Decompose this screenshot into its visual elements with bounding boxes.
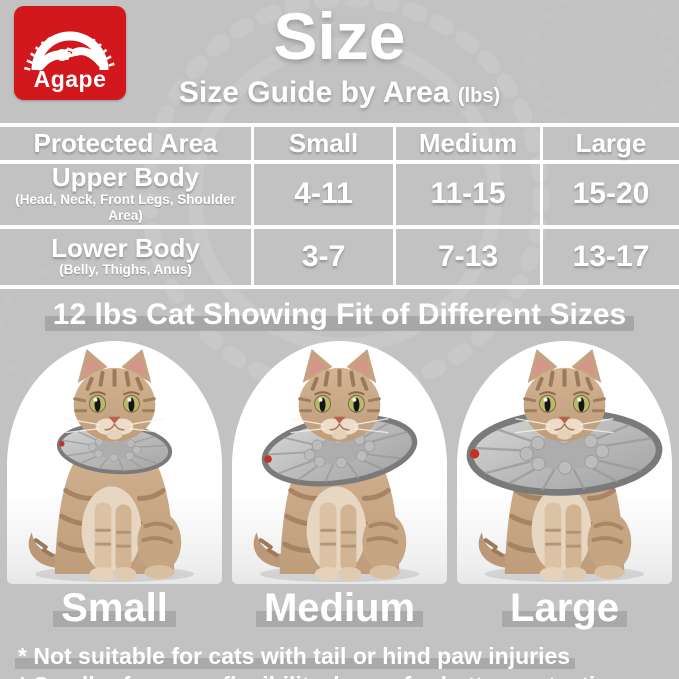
value-lower-medium: 7-13 — [393, 228, 540, 285]
logo-sunray-arc — [24, 32, 116, 71]
brand-name: Agape — [33, 66, 107, 92]
brand-logo-art — [24, 31, 116, 71]
cat-illustration-large-cone — [457, 346, 672, 584]
table-header-row: Protected Area Small Medium Large — [0, 126, 679, 164]
size-label-large: Large — [502, 585, 627, 630]
cat-photo-small — [7, 340, 222, 584]
logo-paw-and-hand-icon — [35, 47, 105, 71]
size-card-large: Large — [457, 340, 672, 634]
fit-section-heading: 12 lbs Cat Showing Fit of Different Size… — [0, 298, 679, 332]
logo-arch — [31, 31, 109, 71]
cat-illustration-small-cone — [7, 346, 222, 584]
col-header-protected-area: Protected Area — [33, 127, 218, 158]
brand-logo: Agape — [14, 6, 126, 100]
area-cell: Lower Body (Belly, Thighs, Anus) — [0, 229, 251, 285]
page-title: Size — [273, 0, 406, 73]
area-detail: (Belly, Thighs, Anus) — [59, 262, 192, 278]
size-label-medium: Medium — [255, 585, 424, 630]
table-row-lower-body: Lower Body (Belly, Thighs, Anus) 3-7 7-1… — [0, 228, 679, 289]
footnotes: * Not suitable for cats with tail or hin… — [0, 634, 679, 679]
value-lower-small: 3-7 — [251, 228, 393, 285]
fit-photo-row: Small Medium Large — [0, 340, 679, 634]
col-header-large: Large — [540, 126, 679, 160]
area-cell: Upper Body (Head, Neck, Front Legs, Shou… — [0, 162, 251, 225]
value-upper-small: 4-11 — [251, 163, 393, 225]
subtitle-unit: (lbs) — [457, 84, 501, 107]
subtitle-text: Size Guide by Area — [178, 75, 450, 109]
area-name: Lower Body — [51, 232, 200, 263]
fit-heading-text: 12 lbs Cat Showing Fit of Different Size… — [44, 297, 635, 331]
value-lower-large: 13-17 — [540, 228, 679, 285]
size-card-small: Small — [7, 340, 222, 634]
footnote-injuries: * Not suitable for cats with tail or hin… — [14, 642, 576, 670]
size-table: Protected Area Small Medium Large Upper … — [0, 122, 679, 289]
size-card-medium: Medium — [232, 340, 447, 634]
value-upper-medium: 11-15 — [393, 163, 540, 225]
page-subtitle: Size Guide by Area (lbs) — [0, 76, 679, 110]
cat-illustration-medium-cone — [232, 346, 447, 584]
footnote-flexibility: * Smaller for more flexibility, larger f… — [18, 672, 679, 679]
value-upper-large: 15-20 — [540, 163, 679, 225]
cat-photo-medium — [232, 340, 447, 584]
col-header-small: Small — [251, 126, 393, 160]
size-label-small: Small — [53, 585, 176, 630]
col-header-medium: Medium — [393, 126, 540, 160]
cat-photo-large — [457, 340, 672, 584]
area-detail: (Head, Neck, Front Legs, Shoulder Area) — [15, 191, 236, 223]
area-name: Upper Body — [51, 162, 200, 193]
table-row-upper-body: Upper Body (Head, Neck, Front Legs, Shou… — [0, 162, 679, 229]
